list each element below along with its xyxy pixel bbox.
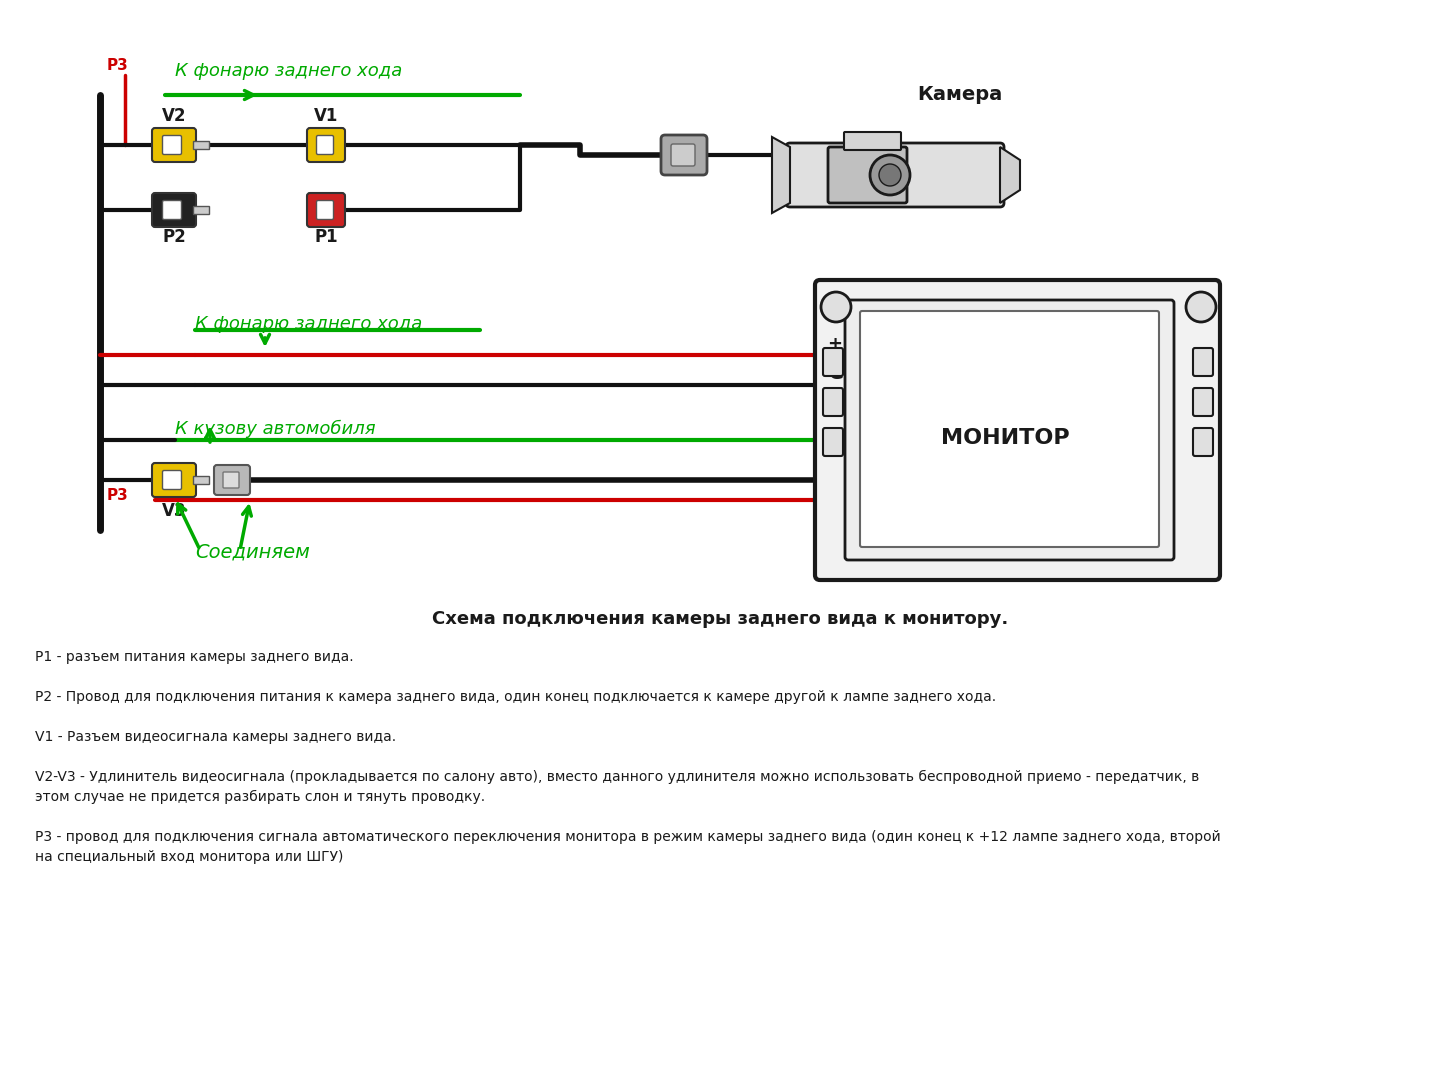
FancyBboxPatch shape [163, 471, 181, 490]
Text: Схема подключения камеры заднего вида к монитору.: Схема подключения камеры заднего вида к … [432, 610, 1008, 628]
Text: P2 - Провод для подключения питания к камера заднего вида, один конец подключает: P2 - Провод для подключения питания к ка… [35, 690, 996, 704]
FancyBboxPatch shape [215, 465, 251, 495]
FancyBboxPatch shape [828, 147, 907, 203]
Text: P3: P3 [107, 488, 128, 503]
Text: МОНИТОР: МОНИТОР [940, 428, 1070, 448]
FancyBboxPatch shape [307, 128, 346, 162]
FancyBboxPatch shape [815, 280, 1220, 580]
Circle shape [1187, 292, 1215, 322]
Text: P1: P1 [314, 228, 338, 245]
FancyBboxPatch shape [1192, 388, 1212, 416]
Polygon shape [772, 137, 791, 213]
Bar [193, 142, 209, 149]
Text: Соединяем: Соединяем [194, 542, 310, 561]
FancyBboxPatch shape [1192, 348, 1212, 376]
FancyBboxPatch shape [824, 348, 842, 376]
Circle shape [870, 155, 910, 195]
FancyBboxPatch shape [824, 428, 842, 456]
FancyBboxPatch shape [223, 472, 239, 488]
FancyBboxPatch shape [844, 132, 901, 150]
Text: P2: P2 [163, 228, 186, 245]
Circle shape [878, 164, 901, 187]
Text: V1: V1 [314, 107, 338, 125]
FancyBboxPatch shape [307, 193, 346, 227]
Text: V3: V3 [161, 502, 186, 520]
FancyBboxPatch shape [845, 300, 1174, 560]
Text: V2: V2 [161, 107, 186, 125]
FancyBboxPatch shape [786, 143, 1004, 207]
Text: P3 - провод для подключения сигнала автоматического переключения монитора в режи: P3 - провод для подключения сигнала авто… [35, 830, 1221, 844]
FancyBboxPatch shape [153, 193, 196, 227]
FancyBboxPatch shape [153, 463, 196, 497]
Text: на специальный вход монитора или ШГУ): на специальный вход монитора или ШГУ) [35, 850, 343, 864]
FancyBboxPatch shape [1192, 428, 1212, 456]
Text: К фонарю заднего хода: К фонарю заднего хода [194, 315, 422, 333]
Text: V1 - Разъем видеосигнала камеры заднего вида.: V1 - Разъем видеосигнала камеры заднего … [35, 730, 396, 744]
Text: V2-V3 - Удлинитель видеосигнала (прокладывается по салону авто), вместо данного : V2-V3 - Удлинитель видеосигнала (проклад… [35, 770, 1200, 784]
Text: P3: P3 [107, 58, 128, 73]
Polygon shape [999, 147, 1020, 203]
Text: P1 - разъем питания камеры заднего вида.: P1 - разъем питания камеры заднего вида. [35, 650, 354, 664]
Text: К фонарю заднего хода: К фонарю заднего хода [176, 62, 402, 80]
Bar [193, 476, 209, 483]
FancyBboxPatch shape [153, 128, 196, 162]
Text: К кузову автомобиля: К кузову автомобиля [176, 420, 376, 438]
Text: GND: GND [828, 364, 873, 383]
Text: +12 В: +12 В [828, 334, 888, 353]
FancyBboxPatch shape [163, 135, 181, 154]
FancyBboxPatch shape [860, 311, 1159, 547]
Circle shape [821, 292, 851, 322]
FancyBboxPatch shape [317, 200, 334, 220]
FancyBboxPatch shape [671, 144, 696, 166]
Text: Камера: Камера [917, 86, 1002, 104]
FancyBboxPatch shape [824, 388, 842, 416]
FancyBboxPatch shape [163, 200, 181, 220]
Text: этом случае не придется разбирать слон и тянуть проводку.: этом случае не придется разбирать слон и… [35, 790, 485, 804]
FancyBboxPatch shape [317, 135, 334, 154]
Bar [193, 206, 209, 214]
FancyBboxPatch shape [661, 135, 707, 175]
